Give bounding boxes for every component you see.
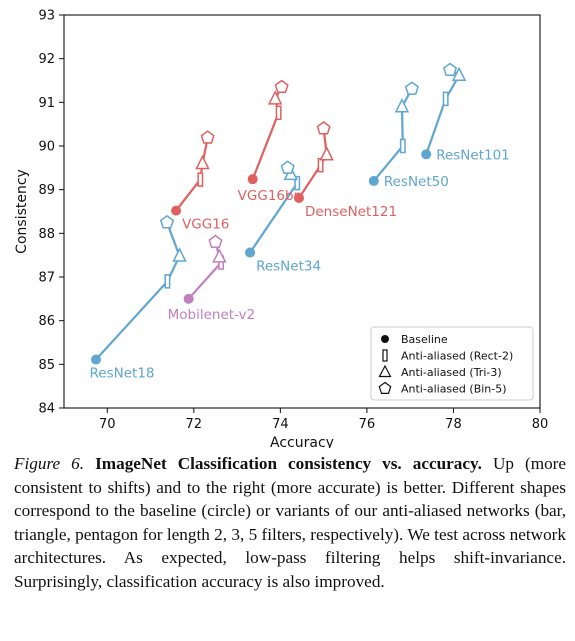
legend: Baseline Anti-aliased (Rect-2) Anti-aliase… <box>370 326 534 401</box>
series-resnet101: ResNet101 <box>421 62 510 163</box>
legend-box <box>370 326 534 401</box>
series-label: DenseNet121 <box>305 204 397 220</box>
data-point-bar <box>197 172 204 187</box>
y-tick-label: 91 <box>38 96 55 111</box>
series-resnet18: ResNet18 <box>90 214 187 382</box>
y-tick-label: 90 <box>38 140 55 155</box>
data-point-pentagon <box>200 130 215 144</box>
data-point-triangle <box>172 247 187 262</box>
series-label: ResNet18 <box>90 366 155 382</box>
data-point-triangle <box>267 90 283 105</box>
legend-label: Anti-aliased (Rect-2) <box>401 350 513 363</box>
figure-caption-body: Up (more consistent to shifts) and to th… <box>14 454 567 591</box>
x-tick-label: 78 <box>445 417 462 432</box>
legend-marker-pentagon <box>378 381 392 394</box>
series-line <box>372 88 413 182</box>
y-tick-label: 93 <box>38 9 55 24</box>
y-tick-label: 85 <box>38 358 55 373</box>
data-point-bar <box>399 138 406 154</box>
legend-marker-bar <box>382 349 388 362</box>
data-point-bar <box>294 175 301 191</box>
x-tick-label: 74 <box>272 417 289 432</box>
x-axis-label: Accuracy <box>270 435 334 448</box>
legend-marker-circle <box>381 335 389 343</box>
series-line <box>95 222 181 361</box>
series-line <box>187 241 223 300</box>
series-line <box>425 69 461 155</box>
figure-caption: Figure 6. ImageNet Classification consis… <box>14 452 566 594</box>
legend-marker-triangle <box>378 364 392 378</box>
series-label: ResNet50 <box>384 174 449 190</box>
data-point-bar <box>317 157 324 173</box>
legend-label: Baseline <box>401 333 448 346</box>
y-axis-label: Consistency <box>14 169 30 254</box>
series-resnet50: ResNet50 <box>368 81 449 190</box>
data-point-bar <box>442 91 449 107</box>
data-point-triangle <box>195 154 210 170</box>
data-point-triangle <box>212 248 227 263</box>
series-vgg16: VGG16 <box>171 130 229 233</box>
series-mobilenet-v2: Mobilenet-v2 <box>168 234 256 323</box>
data-point-triangle <box>451 66 467 82</box>
data-point-triangle <box>394 98 410 113</box>
series-vgg16bn: VGG16bn <box>238 79 302 204</box>
consistency-accuracy-chart: Accuracy Consistency 70 72 74 76 78 80 84 85 86 8… <box>14 9 549 449</box>
data-point-pentagon <box>274 79 289 94</box>
data-point-circle <box>171 205 182 216</box>
x-tick-label: 76 <box>359 417 376 432</box>
plot-frame <box>63 14 541 409</box>
data-point-circle <box>183 293 194 304</box>
data-point-pentagon <box>208 234 223 249</box>
x-tick-label: 70 <box>99 417 116 432</box>
series-label: VGG16bn <box>238 188 302 204</box>
data-point-pentagon <box>316 121 331 135</box>
data-point-triangle <box>319 146 334 161</box>
y-tick-label: 87 <box>38 271 55 286</box>
data-point-circle <box>245 247 256 258</box>
series-label: ResNet101 <box>436 147 510 163</box>
legend-label: Anti-aliased (Tri-3) <box>401 366 502 379</box>
series-label: ResNet34 <box>256 259 321 275</box>
y-tick-label: 88 <box>38 227 55 242</box>
data-point-pentagon <box>404 81 419 95</box>
data-point-circle <box>368 175 379 186</box>
figure-title: ImageNet Classification consistency vs. … <box>95 454 482 473</box>
x-tick-label: 72 <box>186 417 203 432</box>
x-tick-label: 80 <box>532 417 549 432</box>
series-line <box>175 137 209 212</box>
data-point-circle <box>421 149 432 160</box>
series-densenet121: DenseNet121 <box>293 121 397 220</box>
data-point-pentagon <box>280 160 295 174</box>
y-tick-label: 84 <box>38 402 55 417</box>
figure-label: Figure 6. <box>14 454 85 473</box>
data-point-bar <box>164 274 171 289</box>
data-point-circle <box>247 174 258 185</box>
data-point-circle <box>91 354 102 365</box>
data-point-pentagon <box>159 214 175 229</box>
series-resnet34: ResNet34 <box>245 160 321 275</box>
y-tick-label: 86 <box>38 314 55 329</box>
series-label: Mobilenet-v2 <box>168 307 256 323</box>
data-point-circle <box>293 192 304 203</box>
legend-label: Anti-aliased (Bin-5) <box>401 383 507 396</box>
data-point-pentagon <box>442 62 458 77</box>
data-point-bar <box>275 105 282 121</box>
y-tick-label: 92 <box>38 52 55 67</box>
y-tick-label: 89 <box>38 183 55 198</box>
series-label: VGG16 <box>182 217 229 233</box>
